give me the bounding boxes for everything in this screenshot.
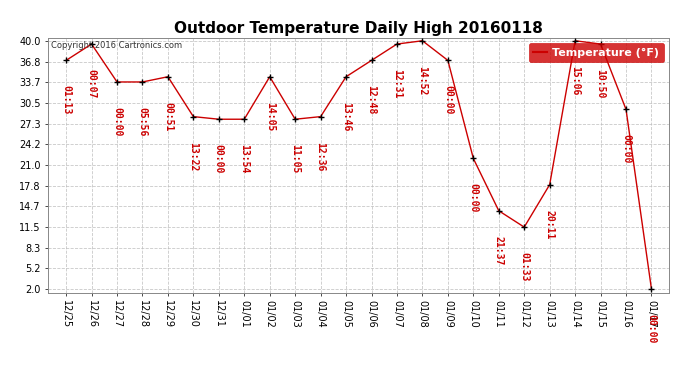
Text: 21:37: 21:37 (494, 236, 504, 265)
Text: 14:52: 14:52 (417, 66, 427, 95)
Text: 15:06: 15:06 (570, 66, 580, 95)
Text: 00:07: 00:07 (86, 69, 97, 98)
Text: 00:00: 00:00 (112, 107, 122, 136)
Text: 00:00: 00:00 (443, 86, 453, 115)
Text: 00:00: 00:00 (647, 314, 656, 344)
Text: 12:31: 12:31 (392, 69, 402, 98)
Text: 00:00: 00:00 (621, 134, 631, 164)
Text: 00:51: 00:51 (163, 102, 173, 131)
Text: 05:56: 05:56 (137, 107, 148, 136)
Text: 12:48: 12:48 (366, 86, 377, 115)
Text: 20:11: 20:11 (544, 210, 555, 239)
Title: Outdoor Temperature Daily High 20160118: Outdoor Temperature Daily High 20160118 (175, 21, 543, 36)
Text: 13:22: 13:22 (188, 142, 198, 171)
Text: 11:05: 11:05 (290, 144, 300, 174)
Text: 12:36: 12:36 (315, 142, 326, 171)
Text: 00:00: 00:00 (214, 144, 224, 174)
Text: 00:00: 00:00 (469, 183, 478, 213)
Text: 14:05: 14:05 (265, 102, 275, 131)
Text: 10:50: 10:50 (595, 69, 606, 98)
Legend: Temperature (°F): Temperature (°F) (529, 43, 664, 62)
Text: Copyright 2016 Cartronics.com: Copyright 2016 Cartronics.com (51, 41, 183, 50)
Text: 01:33: 01:33 (520, 252, 529, 282)
Text: 13:54: 13:54 (239, 144, 249, 174)
Text: 13:46: 13:46 (341, 102, 351, 131)
Text: 01:13: 01:13 (61, 86, 71, 115)
